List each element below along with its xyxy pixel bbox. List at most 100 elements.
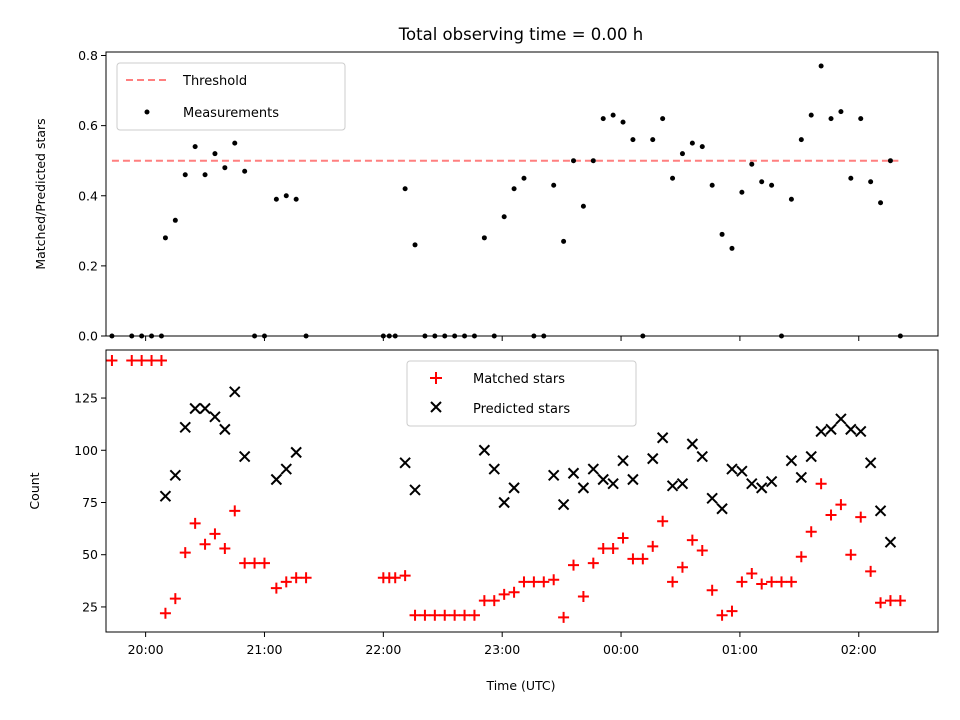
matched-star-point — [736, 576, 748, 588]
top-ytick-label: 0.4 — [78, 188, 98, 203]
measurement-point — [739, 189, 745, 195]
measurement-point — [689, 140, 695, 146]
matched-star-point — [155, 354, 167, 366]
predicted-star-point — [666, 480, 679, 492]
measurement-point — [162, 235, 168, 241]
matched-star-point — [270, 582, 282, 594]
predicted-star-point — [696, 450, 708, 463]
matched-star-point — [855, 511, 867, 523]
measurement-point — [182, 172, 188, 178]
predicted-star-point — [765, 475, 778, 488]
measurement-point — [868, 179, 874, 185]
matched-star-point — [106, 354, 118, 366]
bottom-xtick-label: 21:00 — [246, 642, 282, 657]
matched-star-point — [617, 532, 629, 544]
matched-star-point — [815, 478, 827, 490]
bottom-legend: Matched stars Predicted stars — [406, 360, 637, 427]
matched-star-point — [835, 499, 847, 511]
matched-star-point — [126, 354, 138, 366]
measurement-point — [283, 193, 289, 199]
measurement-point — [580, 203, 586, 209]
measurement-point — [222, 165, 228, 171]
bottom-xtick-label: 20:00 — [128, 642, 164, 657]
matched-star-point — [538, 576, 550, 588]
measurement-point — [293, 196, 299, 202]
matched-star-point — [290, 572, 302, 584]
measurements-legend-label: Measurements — [183, 106, 279, 121]
predicted-star-point — [795, 471, 808, 484]
matched-star-point — [229, 505, 241, 517]
matched-star-point — [726, 605, 738, 617]
predicted-star-point — [855, 425, 867, 438]
bottom-xtick-label: 02:00 — [841, 642, 877, 657]
predicted-star-point — [280, 463, 292, 475]
matched-star-point — [587, 557, 599, 569]
predicted-star-point — [706, 492, 718, 505]
measurement-point — [620, 119, 626, 125]
measurement-point — [590, 158, 596, 164]
measurement-point — [719, 231, 725, 237]
predicted-star-point — [399, 457, 411, 469]
top-ytick-label: 0.0 — [78, 329, 98, 344]
matched-star-point — [159, 607, 171, 619]
top-ytick-label: 0.6 — [78, 118, 98, 133]
measurement-point — [551, 182, 557, 188]
predicted-star-point — [825, 423, 837, 436]
predicted-star-point — [159, 490, 172, 502]
measurement-point — [808, 112, 814, 118]
matched-star-point — [209, 528, 221, 540]
matched-star-point — [449, 609, 461, 621]
matched-star-point — [597, 542, 609, 554]
predicted-star-point — [647, 452, 659, 465]
predicted-star-point — [270, 473, 283, 486]
matched-star-point — [169, 593, 181, 605]
bottom-xtick-label: 23:00 — [484, 642, 520, 657]
bottom-xtick-label: 00:00 — [603, 642, 639, 657]
measurement-point — [887, 158, 893, 164]
measurement-point — [600, 116, 606, 122]
top-ytick-label: 0.8 — [78, 48, 98, 63]
predicted-star-point — [716, 503, 728, 515]
measurement-point — [670, 175, 676, 181]
measurement-point — [650, 137, 656, 143]
measurement-point — [818, 63, 824, 69]
matched-star-point — [300, 572, 312, 584]
measurement-point — [838, 109, 844, 115]
matched-star-point — [136, 354, 148, 366]
predicted-star-point — [189, 402, 201, 415]
predicted-legend-swatch — [430, 401, 442, 413]
matched-legend-label: Matched stars — [473, 372, 565, 387]
matched-star-point — [607, 542, 619, 554]
matched-star-point — [280, 576, 292, 588]
bottom-ytick-label: 50 — [82, 547, 98, 562]
predicted-star-point — [557, 498, 570, 511]
measurement-point — [729, 245, 735, 251]
predicted-star-point — [409, 484, 421, 496]
matched-star-point — [258, 557, 270, 569]
matched-star-point — [488, 595, 500, 607]
predicted-star-point — [209, 411, 221, 423]
predicted-star-point — [290, 446, 302, 459]
matched-star-point — [875, 597, 887, 609]
predicted-star-point — [805, 450, 817, 463]
matched-star-point — [756, 578, 768, 590]
predicted-star-point — [577, 482, 590, 494]
predicted-star-point — [199, 402, 211, 415]
measurement-point — [402, 186, 408, 192]
bottom-ytick-label: 25 — [82, 599, 98, 614]
predicted-star-point — [488, 463, 500, 475]
top-panel: 0.00.20.40.60.8 Matched/Predicted stars … — [33, 48, 939, 344]
predicted-star-point — [597, 473, 609, 486]
predicted-star-point — [567, 467, 580, 479]
matched-star-point — [199, 538, 211, 550]
measurement-point — [571, 158, 577, 164]
bottom-xlabel: Time (UTC) — [485, 678, 555, 693]
measurement-point — [858, 116, 864, 122]
bottom-ylabel: Count — [27, 472, 42, 509]
measurement-point — [679, 151, 685, 157]
measurement-point — [699, 144, 705, 150]
measurement-point — [660, 116, 666, 122]
measurement-point — [511, 186, 517, 192]
predicted-star-point — [755, 482, 768, 494]
matched-star-point — [805, 526, 817, 538]
